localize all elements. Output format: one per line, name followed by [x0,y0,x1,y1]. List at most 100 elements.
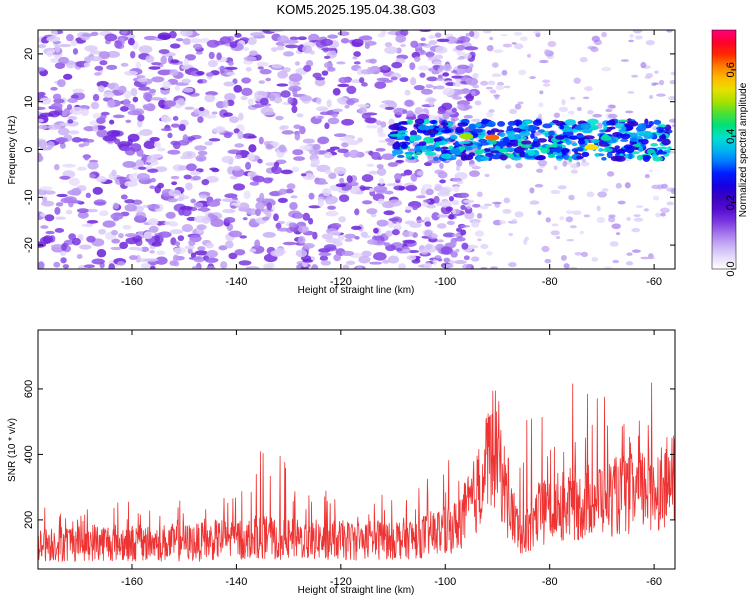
heatmap-cell [46,141,55,149]
heatmap-cell [434,147,443,152]
heatmap-cell [314,181,329,185]
heatmap-cell [661,138,671,146]
heatmap-cell [299,145,312,151]
heatmap-cell [623,144,633,150]
heatmap-cell [451,75,465,79]
heatmap-cell [76,208,89,214]
heatmap-cell [625,261,634,266]
heatmap-cell [98,228,107,235]
heatmap-cell [70,187,82,196]
heatmap-cell [195,51,203,55]
heatmap-cell [559,216,565,221]
heatmap-cell [257,66,264,70]
heatmap-cell [455,248,460,253]
heatmap-cell [247,153,256,161]
heatmap-cell [364,117,377,124]
heatmap-cell [460,225,471,228]
heatmap-cell [368,187,375,192]
heatmap-cell [67,115,78,121]
heatmap-cell [312,72,322,79]
heatmap-cell [489,36,494,41]
heatmap-cell [395,221,401,230]
heatmap-cell [548,130,555,136]
heatmap-cell [436,214,449,218]
heatmap-cell [464,105,473,110]
heatmap-cell [194,250,208,256]
heatmap-cell [86,219,99,224]
heatmap-cell [422,199,431,203]
heatmap-cell [127,110,142,116]
heatmap-cell [432,258,437,265]
heatmap-cell [346,98,355,106]
heatmap-cell [463,199,475,204]
heatmap-cell [174,241,181,247]
heatmap-cell [156,147,166,152]
heatmap-cell [332,87,341,96]
heatmap-cell [670,188,675,195]
heatmap-cell [602,147,613,153]
heatmap-cell [491,73,502,78]
heatmap-cell [172,254,179,262]
heatmap-cell [539,59,549,64]
heatmap-cell [160,55,167,65]
heatmap-cell [327,205,336,210]
heatmap-cell [38,67,46,72]
heatmap-cell [437,223,447,229]
heatmap-cell [344,104,350,109]
heatmap-cell [227,60,234,66]
heatmap-cell [275,115,284,121]
heatmap-cell [562,160,568,167]
heatmap-cell [220,261,228,269]
heatmap-cell [626,252,633,256]
heatmap-cell [435,85,445,90]
heatmap-cell [654,70,659,74]
heatmap-cell [427,98,437,102]
heatmap-cell [221,198,235,202]
heatmap-cell [440,149,448,154]
heatmap-cell [435,77,445,81]
heatmap-cell [457,122,469,127]
heatmap-cell [204,257,219,263]
heatmap-cell [140,246,150,252]
heatmap-cell [62,163,76,168]
heatmap-cell [242,217,248,221]
heatmap-cell [455,159,463,167]
heatmap-cell [123,98,131,107]
heatmap-cell [561,127,572,133]
heatmap-cell [426,204,436,209]
heatmap-cell [289,201,298,211]
heatmap-cell [631,227,641,233]
heatmap-cell [428,40,438,45]
heatmap-cell [172,116,179,121]
heatmap-cell [457,64,470,70]
heatmap-cell [612,131,623,137]
y-tick-label: 10 [23,96,35,108]
heatmap-cell [296,113,304,118]
heatmap-cell [392,142,401,149]
heatmap-cell [536,138,547,143]
heatmap-cell [503,197,511,204]
heatmap-cell [517,101,524,105]
colorbar-tick-label: 0.0 [725,261,737,276]
heatmap-cell [567,266,578,269]
heatmap-cell [449,134,458,140]
heatmap-cell [350,225,362,231]
heatmap-cell [615,148,628,153]
heatmap-cell [569,225,577,229]
heatmap-cell [409,134,417,142]
heatmap-cell [453,260,467,265]
heatmap-cell [498,220,507,225]
heatmap-cell [240,96,248,101]
heatmap-cell [38,124,48,130]
heatmap-cell [271,64,283,69]
heatmap-cell [401,230,414,237]
heatmap-cell [427,67,435,72]
heatmap-cell [104,33,118,42]
heatmap-cell [490,266,498,269]
heatmap-cell [337,234,345,242]
heatmap-cell [357,104,370,108]
heatmap-cell [628,39,634,43]
heatmap-cell [339,137,353,142]
heatmap-cell [626,217,631,221]
